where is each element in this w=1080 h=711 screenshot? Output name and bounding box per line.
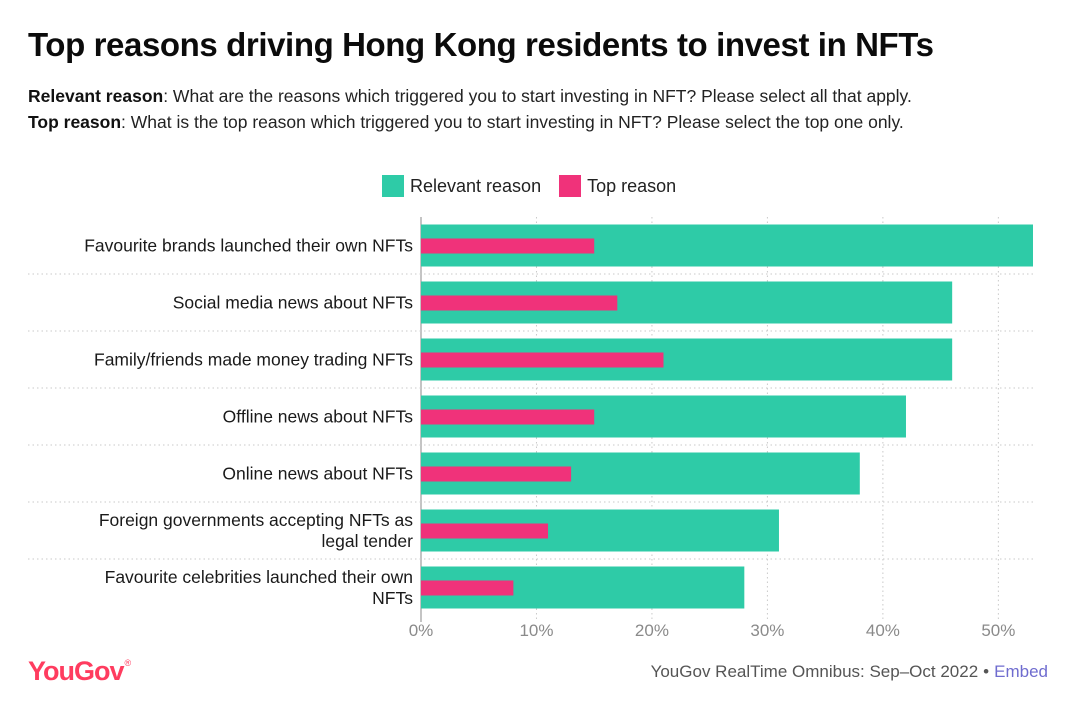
- category-label: Online news about NFTs: [222, 464, 413, 484]
- bar-chart: 0% 10% 20% 30% 40% 50% Favourite brands launch…: [28, 217, 1033, 640]
- bar-top: [421, 295, 618, 311]
- question-relevant: Relevant reason: What are the reasons wh…: [28, 86, 912, 107]
- legend-label-relevant: Relevant reason: [410, 175, 542, 196]
- bar-top: [421, 409, 595, 425]
- question-relevant-label: Relevant reason: [28, 86, 164, 106]
- question-relevant-text: : What are the reasons which triggered y…: [163, 86, 912, 106]
- logo-mark: ®: [124, 658, 132, 668]
- bar-top: [421, 580, 514, 596]
- bar-top: [421, 352, 664, 368]
- legend-swatch-top: [559, 175, 582, 197]
- x-tick-label: 10%: [519, 621, 553, 640]
- source-separator: •: [983, 662, 990, 681]
- question-top-label: Top reason: [28, 112, 122, 132]
- category-label: Foreign governments accepting NFTs as leg…: [99, 510, 413, 551]
- x-tick-label: 50%: [981, 621, 1015, 640]
- source-text: YouGov RealTime Omnibus: Sep–Oct 2022: [650, 662, 979, 681]
- x-tick-label: 20%: [635, 621, 669, 640]
- yougov-logo[interactable]: YouGov®: [28, 656, 131, 687]
- category-label: Family/friends made money trading NFTs: [94, 350, 413, 370]
- bar-top: [421, 523, 549, 539]
- x-tick-label: 0%: [409, 621, 434, 640]
- category-label: Offline news about NFTs: [223, 407, 414, 427]
- question-top: Top reason: What is the top reason which…: [28, 112, 904, 133]
- category-label: Social media news about NFTs: [173, 293, 413, 313]
- bar-top: [421, 466, 572, 482]
- category-label: Favourite celebrities launched their own…: [105, 567, 414, 608]
- question-top-text: : What is the top reason which triggered…: [121, 112, 904, 132]
- logo-text: YouGov: [28, 656, 125, 686]
- legend: Relevant reason Top reason: [382, 175, 694, 197]
- legend-swatch-relevant: [382, 175, 404, 197]
- x-tick-label: 30%: [750, 621, 784, 640]
- chart-title: Top reasons driving Hong Kong residents …: [28, 26, 934, 63]
- legend-item-top[interactable]: Top reason: [559, 175, 676, 197]
- x-tick-label: 40%: [866, 621, 900, 640]
- embed-link[interactable]: Embed: [994, 662, 1048, 681]
- legend-label-top: Top reason: [587, 175, 677, 196]
- legend-item-relevant[interactable]: Relevant reason: [382, 175, 541, 197]
- bar-top: [421, 238, 595, 254]
- source-note: YouGov RealTime Omnibus: Sep–Oct 2022 • Em…: [651, 662, 1048, 682]
- category-label: Favourite brands launched their own NFTs: [84, 236, 413, 256]
